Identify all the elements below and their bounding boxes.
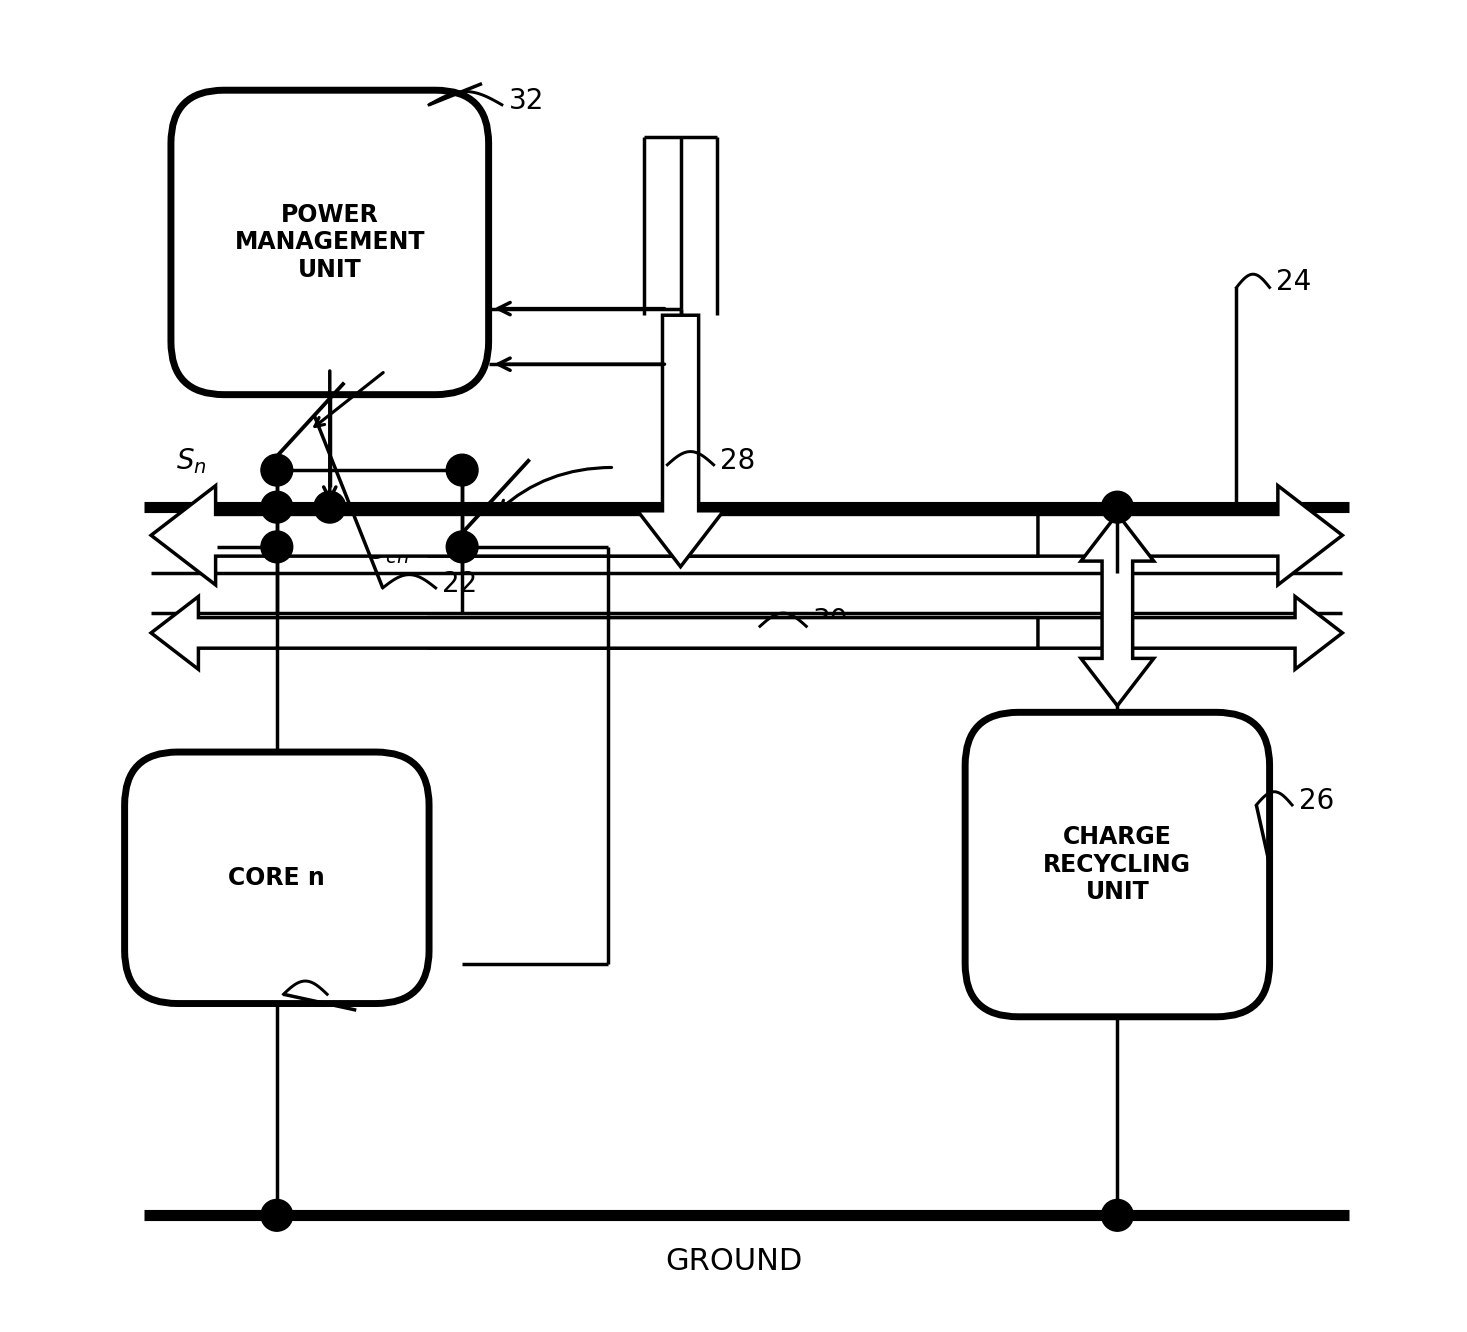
Polygon shape: [428, 597, 1342, 669]
Polygon shape: [638, 316, 723, 566]
Circle shape: [261, 492, 293, 523]
FancyBboxPatch shape: [125, 753, 428, 1003]
Text: 28: 28: [720, 446, 756, 474]
Text: 26: 26: [1298, 787, 1334, 815]
Text: $S_{cn}$: $S_{cn}$: [368, 535, 409, 566]
FancyBboxPatch shape: [172, 91, 489, 394]
Text: CHARGE
RECYCLING
UNIT: CHARGE RECYCLING UNIT: [1043, 825, 1191, 904]
Text: 32: 32: [509, 87, 544, 115]
Circle shape: [314, 492, 346, 523]
Text: $S_n$: $S_n$: [176, 446, 207, 476]
Polygon shape: [151, 597, 1039, 669]
Text: 30: 30: [813, 607, 848, 635]
Polygon shape: [1081, 514, 1153, 706]
Text: 24: 24: [1276, 268, 1311, 296]
Polygon shape: [428, 486, 1342, 585]
Circle shape: [446, 454, 478, 486]
Circle shape: [446, 531, 478, 562]
Text: CORE n: CORE n: [229, 866, 326, 890]
Circle shape: [1102, 492, 1133, 523]
Text: GROUND: GROUND: [665, 1247, 802, 1276]
Circle shape: [1102, 1199, 1133, 1231]
Polygon shape: [151, 486, 1039, 585]
Circle shape: [261, 1199, 293, 1231]
Text: 22: 22: [442, 570, 478, 598]
Circle shape: [261, 531, 293, 562]
FancyBboxPatch shape: [965, 713, 1269, 1016]
Text: POWER
MANAGEMENT
UNIT: POWER MANAGEMENT UNIT: [235, 202, 425, 282]
Circle shape: [261, 454, 293, 486]
Text: 20: 20: [334, 976, 370, 1004]
